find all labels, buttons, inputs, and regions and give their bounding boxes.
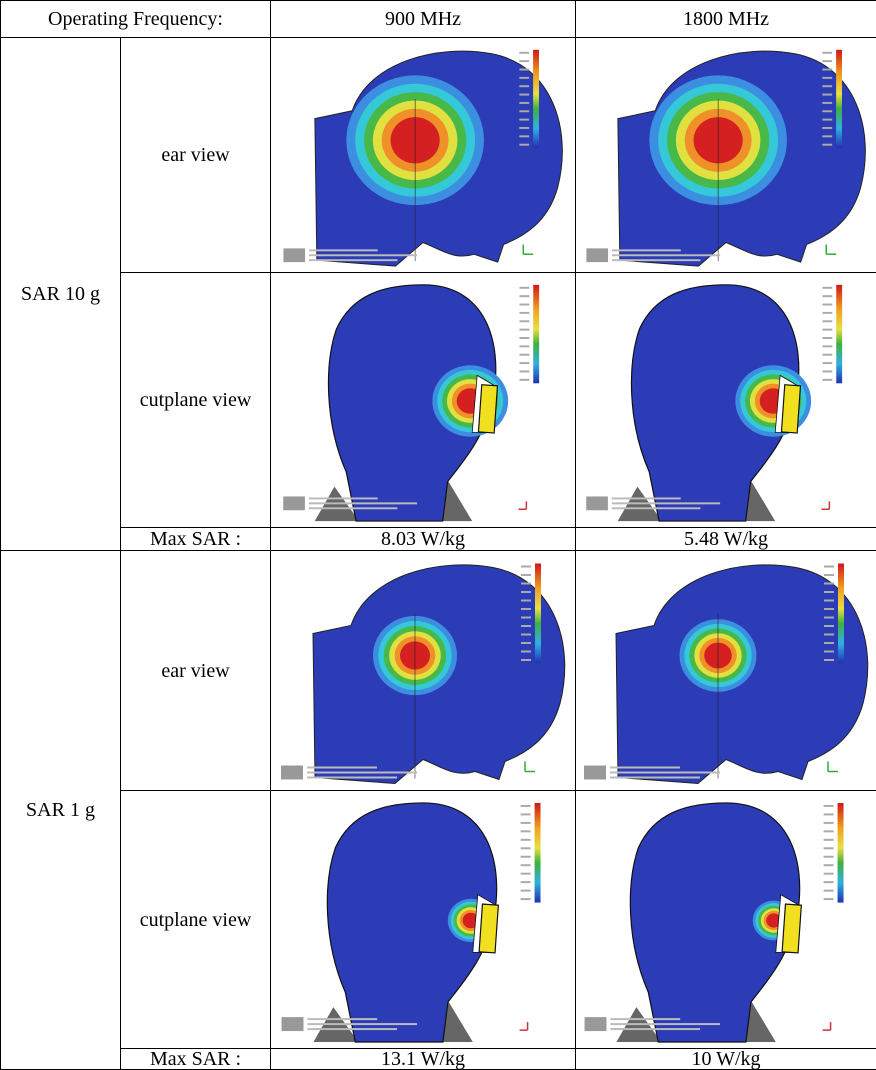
image-cell	[576, 551, 876, 791]
ear-view-image	[273, 40, 573, 271]
header-label: Operating Frequency:	[1, 1, 271, 38]
sar-table: Operating Frequency:900 MHz1800 MHzSAR 1…	[0, 0, 876, 1070]
max-label: Max SAR :	[121, 528, 271, 551]
frequency-header: 900 MHz	[271, 1, 576, 38]
view-label: cutplane view	[121, 273, 271, 528]
view-label: cutplane view	[121, 791, 271, 1049]
ear-view-image	[576, 553, 876, 789]
image-cell	[271, 38, 576, 273]
cutplane-view-image	[576, 793, 876, 1047]
frequency-header: 1800 MHz	[576, 1, 876, 38]
image-cell	[576, 273, 876, 528]
view-row: cutplane view	[1, 791, 876, 1049]
image-cell	[271, 551, 576, 791]
view-row: cutplane view	[1, 273, 876, 528]
cutplane-view-image	[273, 275, 573, 526]
image-cell	[576, 38, 876, 273]
cutplane-view-image	[576, 275, 876, 526]
section-label: SAR 1 g	[1, 551, 121, 1070]
view-label: ear view	[121, 38, 271, 273]
max-label: Max SAR :	[121, 1049, 271, 1070]
image-cell	[271, 791, 576, 1049]
max-value: 13.1 W/kg	[271, 1049, 576, 1070]
view-label: ear view	[121, 551, 271, 791]
max-value: 5.48 W/kg	[576, 528, 876, 551]
page: {"header": {"label": "Operating Frequenc…	[0, 0, 876, 1066]
max-value: 10 W/kg	[576, 1049, 876, 1070]
body: Operating Frequency:900 MHz1800 MHzSAR 1…	[0, 0, 876, 1066]
ear-view-image	[273, 553, 573, 789]
max-value: 8.03 W/kg	[271, 528, 576, 551]
table-body: Operating Frequency:900 MHz1800 MHzSAR 1…	[1, 1, 876, 1070]
cutplane-view-image	[273, 793, 573, 1047]
image-cell	[576, 791, 876, 1049]
image-cell	[271, 273, 576, 528]
ear-view-image	[576, 40, 876, 271]
section-label: SAR 10 g	[1, 38, 121, 551]
